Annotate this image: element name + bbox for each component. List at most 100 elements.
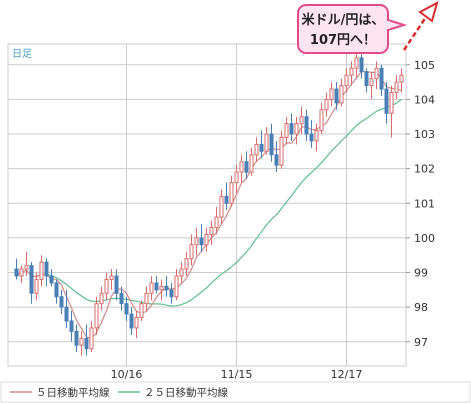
candle-body [324, 98, 329, 111]
candle [74, 324, 79, 353]
candle-body [54, 282, 59, 298]
candle-body [29, 265, 34, 294]
candle [334, 82, 339, 110]
candle [314, 123, 319, 152]
candle-body [14, 268, 19, 277]
candle [134, 310, 139, 339]
y-tick-label: 97 [414, 336, 428, 349]
y-tick-label: 98 [414, 301, 428, 314]
candle [324, 92, 329, 117]
x-tick-label: 11/15 [221, 368, 253, 381]
y-tick-label: 105 [414, 59, 435, 72]
candle-body [329, 88, 334, 100]
candle [244, 151, 249, 180]
candle-body [154, 282, 159, 291]
candle-body [394, 81, 399, 93]
legend-box [0, 381, 471, 403]
candle [54, 279, 59, 304]
candle [154, 275, 159, 294]
candle [384, 82, 389, 124]
candle-body [224, 195, 229, 204]
candle-body [269, 133, 274, 156]
candle [299, 106, 304, 135]
candle [89, 320, 94, 353]
x-tick-label: 10/16 [111, 368, 143, 381]
candle [309, 120, 314, 148]
candle-body [109, 275, 114, 280]
y-tick-label: 103 [414, 128, 435, 141]
candle [169, 282, 174, 304]
candle-body [219, 195, 224, 218]
candle-body [49, 275, 54, 284]
candle-body [334, 88, 339, 104]
candle-body [64, 306, 69, 322]
candle-body [374, 67, 379, 80]
candle-body [244, 161, 249, 173]
candle [344, 68, 349, 93]
candle [164, 275, 169, 297]
candle-body [39, 261, 44, 280]
candle [144, 286, 149, 311]
candle-body [389, 91, 394, 114]
candle-body [384, 88, 389, 114]
candle-body [209, 227, 214, 235]
callout: 米ドル/円は、 107円へ！ [297, 4, 408, 54]
candle-body [144, 292, 149, 305]
candle-body [119, 292, 124, 305]
legend-ma5-label: ５日移動平均線 [36, 386, 110, 399]
candle [119, 286, 124, 311]
candle [64, 289, 69, 328]
candle [349, 61, 354, 86]
y-axis-ticks: 97 98 99 100 101 102 103 104 105 [406, 59, 435, 349]
candle [274, 140, 279, 173]
candle-body [59, 296, 64, 308]
candles [14, 50, 404, 356]
candle [239, 154, 244, 183]
candle [39, 255, 44, 287]
candle-body [339, 85, 344, 104]
candle [264, 127, 269, 155]
candle-body [229, 181, 234, 204]
candle [209, 220, 214, 245]
candle-body [104, 278, 109, 294]
candle [114, 269, 119, 301]
candle-body [134, 317, 139, 329]
candle [179, 262, 184, 283]
candle [44, 258, 49, 287]
candle-body [174, 275, 179, 298]
candle [59, 289, 64, 315]
candle [364, 68, 369, 93]
candle-body [379, 67, 384, 90]
candle [104, 272, 109, 301]
candle-body [129, 313, 134, 329]
candle-body [274, 154, 279, 166]
candle-body [364, 71, 369, 87]
candle [359, 54, 364, 79]
candle-body [139, 303, 144, 319]
candle [229, 175, 234, 207]
candle [29, 262, 34, 304]
candle-body [289, 123, 294, 135]
candle [379, 64, 384, 96]
candle [304, 109, 309, 141]
candle-body [284, 123, 289, 138]
candle [184, 251, 189, 276]
candle [49, 269, 54, 287]
y-tick-label: 101 [414, 197, 435, 210]
candle-body [314, 130, 319, 142]
candle [194, 227, 199, 256]
candle-body [344, 74, 349, 87]
candle-body [204, 233, 209, 246]
candle [249, 147, 254, 176]
candle [234, 165, 239, 193]
candle [339, 78, 344, 107]
candle [129, 307, 134, 335]
candle [99, 286, 104, 311]
candle [174, 269, 179, 301]
candle-body [79, 337, 84, 346]
candle-body [304, 116, 309, 135]
candle-body [179, 268, 184, 277]
y-tick-label: 102 [414, 163, 435, 176]
candle [394, 75, 399, 100]
candle [139, 300, 144, 321]
